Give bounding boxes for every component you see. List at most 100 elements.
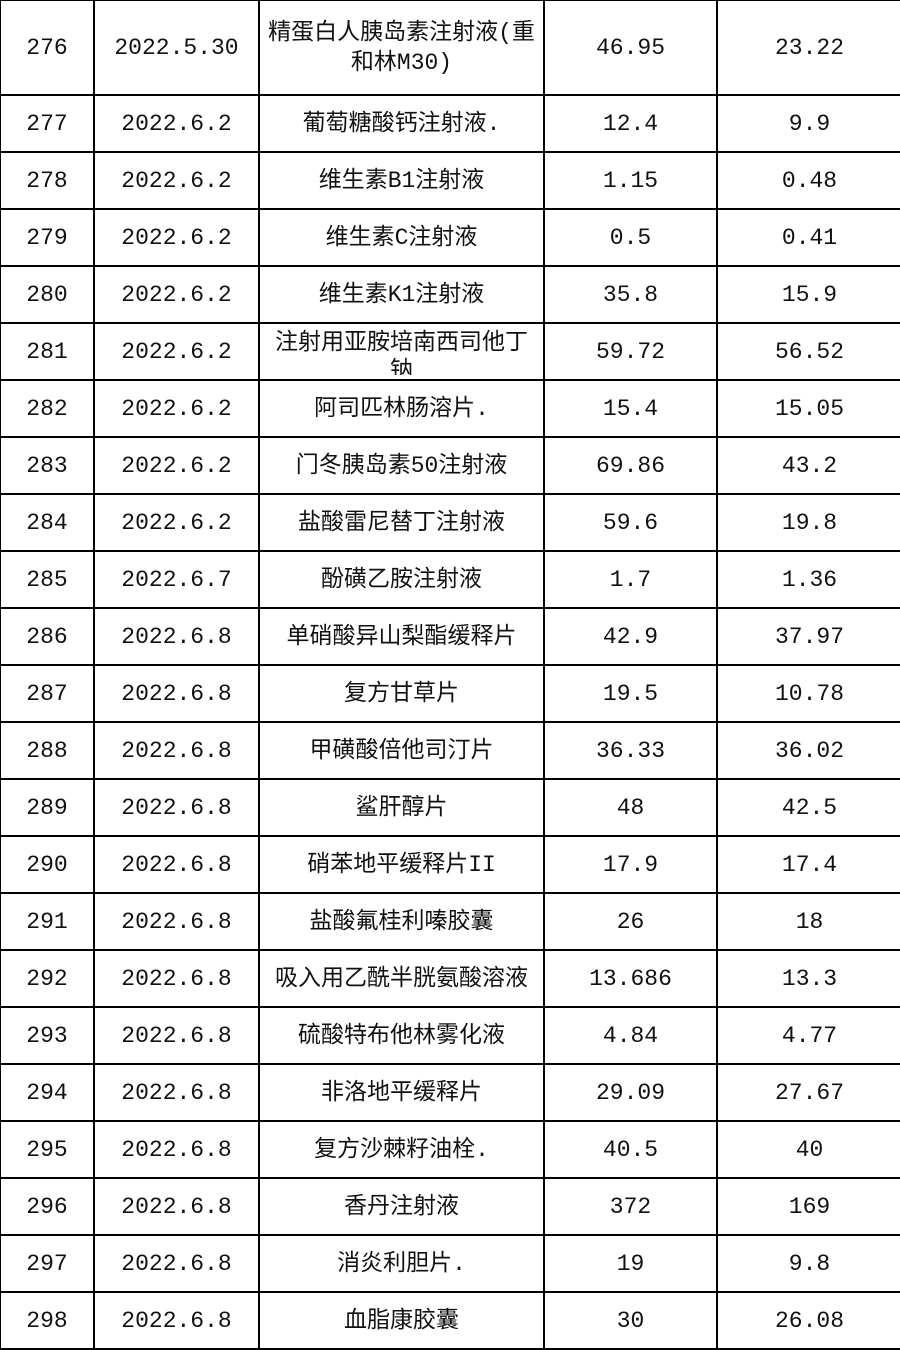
row-number: 283 [26,452,68,479]
price-2-cell: 43.2 [716,436,900,495]
date-cell: 2022.6.8 [93,607,260,666]
price-2-cell: 26.08 [716,1291,900,1350]
price-2-cell: 0.41 [716,208,900,267]
price-2: 13.3 [781,965,838,992]
drug-name-cell: 非洛地平缓释片 [258,1063,545,1122]
drug-name: 吸入用乙酰半胱氨酸溶液 [275,965,528,992]
drug-name: 维生素B1注射液 [318,167,485,194]
date-cell: 2022.6.2 [93,151,260,210]
row-number: 278 [26,167,68,194]
price-2-cell: 10.78 [716,664,900,723]
row-number: 279 [26,224,68,251]
table-row: 291 2022.6.8 盐酸氟桂利嗪胶囊 26 18 [0,892,900,951]
price-1-cell: 59.6 [543,493,718,552]
row-number: 289 [26,794,68,821]
date-cell: 2022.6.2 [93,493,260,552]
table-row: 279 2022.6.2 维生素C注射液 0.5 0.41 [0,208,900,267]
date-cell: 2022.6.8 [93,664,260,723]
date-cell: 2022.6.8 [93,949,260,1008]
row-number-cell: 287 [0,664,95,723]
date: 2022.6.2 [121,509,232,536]
table-row: 295 2022.6.8 复方沙棘籽油栓. 40.5 40 [0,1120,900,1179]
price-1-cell: 42.9 [543,607,718,666]
date-cell: 2022.6.8 [93,892,260,951]
date: 2022.6.8 [121,623,232,650]
row-number: 285 [26,566,68,593]
table-row: 285 2022.6.7 酚磺乙胺注射液 1.7 1.36 [0,550,900,609]
price-1: 46.95 [595,34,665,61]
price-2-cell: 17.4 [716,835,900,894]
price-1-cell: 69.86 [543,436,718,495]
price-1: 1.7 [609,566,652,593]
table-row: 277 2022.6.2 葡萄糖酸钙注射液. 12.4 9.9 [0,94,900,153]
price-2: 0.41 [781,224,838,251]
drug-name: 盐酸氟桂利嗪胶囊 [309,908,494,935]
price-2: 9.8 [788,1250,831,1277]
price-2: 56.52 [774,338,844,365]
row-number-cell: 294 [0,1063,95,1122]
price-2: 4.77 [781,1022,838,1049]
price-2-cell: 36.02 [716,721,900,780]
price-1: 29.09 [595,1079,665,1106]
row-number: 276 [26,34,68,61]
drug-name: 维生素K1注射液 [318,281,485,308]
row-number-cell: 285 [0,550,95,609]
price-2: 27.67 [774,1079,844,1106]
table-row: 281 2022.6.2 注射用亚胺培南西司他丁钠 59.72 56.52 [0,322,900,381]
row-number-cell: 280 [0,265,95,324]
date: 2022.6.8 [121,1193,232,1220]
drug-name: 门冬胰岛素50注射液 [295,452,508,479]
drug-name-cell: 血脂康胶囊 [258,1291,545,1350]
date-cell: 2022.6.2 [93,322,260,381]
table-row: 283 2022.6.2 门冬胰岛素50注射液 69.86 43.2 [0,436,900,495]
table-row: 278 2022.6.2 维生素B1注射液 1.15 0.48 [0,151,900,210]
drug-name-cell: 维生素B1注射液 [258,151,545,210]
price-1-cell: 35.8 [543,265,718,324]
price-1-cell: 372 [543,1177,718,1236]
date: 2022.6.2 [121,338,232,365]
date-cell: 2022.6.8 [93,1006,260,1065]
date-cell: 2022.6.8 [93,1291,260,1350]
date-cell: 2022.6.2 [93,94,260,153]
price-1: 59.6 [602,509,659,536]
price-1-cell: 4.84 [543,1006,718,1065]
price-2: 17.4 [781,851,838,878]
drug-name-cell: 门冬胰岛素50注射液 [258,436,545,495]
date-cell: 2022.6.8 [93,1120,260,1179]
date: 2022.6.8 [121,794,232,821]
price-2: 15.05 [774,395,844,422]
row-number: 293 [26,1022,68,1049]
table-row: 280 2022.6.2 维生素K1注射液 35.8 15.9 [0,265,900,324]
price-1-cell: 13.686 [543,949,718,1008]
date-cell: 2022.6.2 [93,265,260,324]
price-2-cell: 13.3 [716,949,900,1008]
row-number: 287 [26,680,68,707]
row-number-cell: 288 [0,721,95,780]
drug-name-cell: 甲磺酸倍他司汀片 [258,721,545,780]
drug-name-cell: 硝苯地平缓释片II [258,835,545,894]
price-1: 12.4 [602,110,659,137]
price-2: 0.48 [781,167,838,194]
row-number: 298 [26,1307,68,1334]
row-number: 292 [26,965,68,992]
drug-name: 复方甘草片 [344,680,459,707]
drug-name-cell: 注射用亚胺培南西司他丁钠 [258,322,545,381]
row-number-cell: 276 [0,0,95,96]
price-2-cell: 56.52 [716,322,900,381]
table-row: 286 2022.6.8 单硝酸异山梨酯缓释片 42.9 37.97 [0,607,900,666]
price-1-cell: 30 [543,1291,718,1350]
price-2: 36.02 [774,737,844,764]
price-1: 69.86 [595,452,665,479]
drug-name: 盐酸雷尼替丁注射液 [298,509,505,536]
price-1-cell: 12.4 [543,94,718,153]
row-number: 295 [26,1136,68,1163]
drug-name: 复方沙棘籽油栓. [314,1136,489,1163]
price-2-cell: 42.5 [716,778,900,837]
date-cell: 2022.6.8 [93,721,260,780]
date: 2022.6.8 [121,908,232,935]
drug-name-cell: 复方沙棘籽油栓. [258,1120,545,1179]
price-1-cell: 1.15 [543,151,718,210]
date: 2022.6.2 [121,395,232,422]
table-row: 292 2022.6.8 吸入用乙酰半胱氨酸溶液 13.686 13.3 [0,949,900,1008]
row-number-cell: 297 [0,1234,95,1293]
